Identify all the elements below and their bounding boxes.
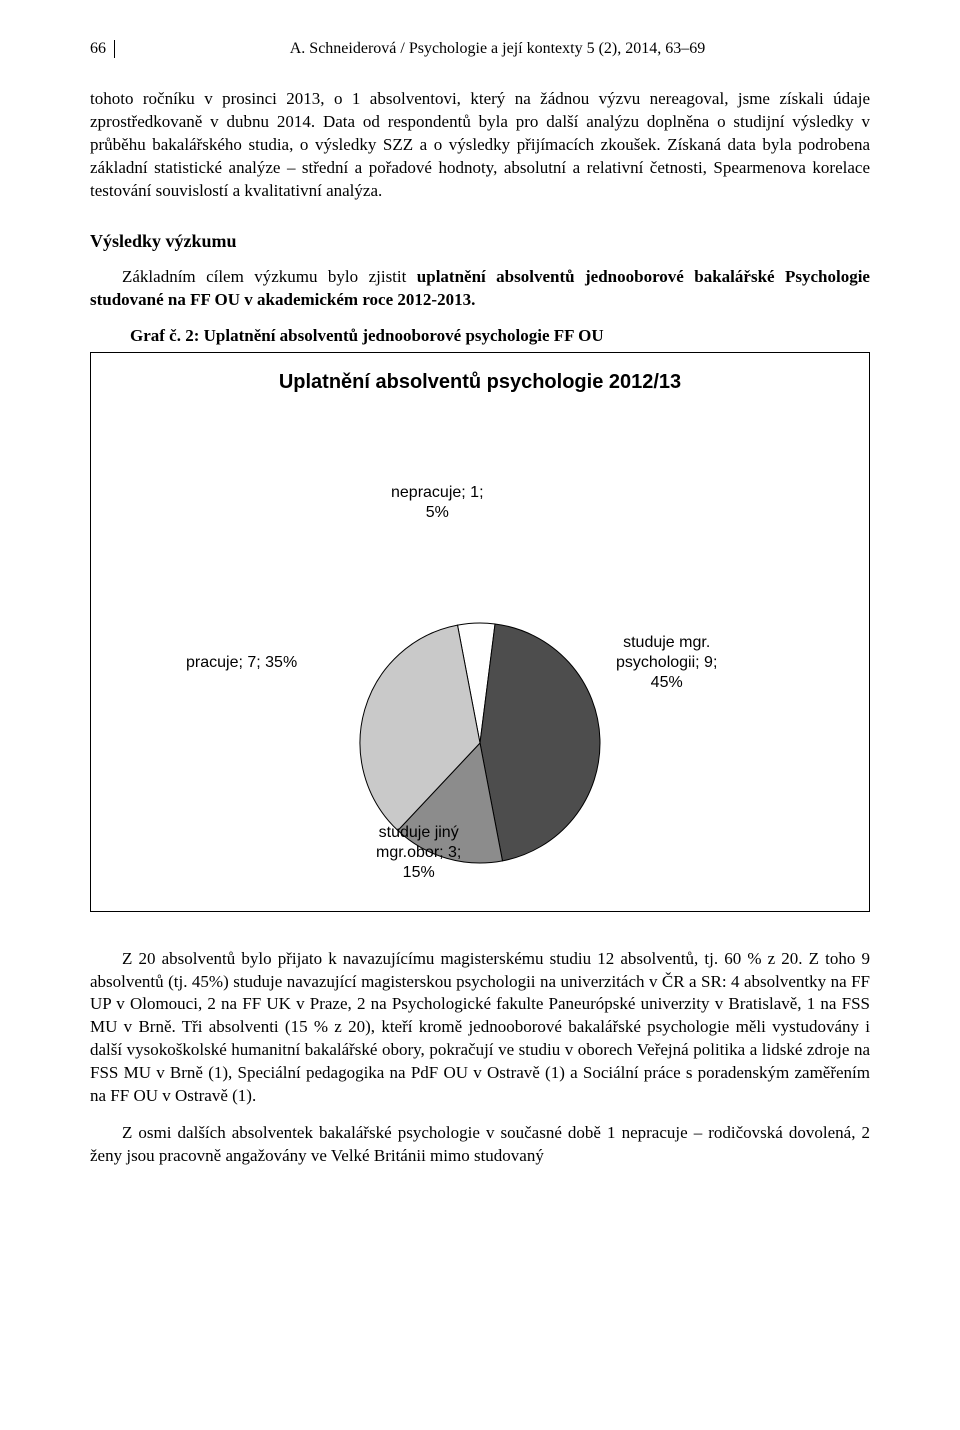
chart-caption-text: Graf č. 2: Uplatnění absolventů jednoobo… bbox=[130, 326, 604, 345]
section-heading: Výsledky výzkumu bbox=[90, 231, 870, 252]
pie-label-nepracuje-l2: 5% bbox=[426, 504, 449, 521]
pie-label-studuje-jiny-l3: 15% bbox=[403, 864, 435, 881]
paragraph-2: Základním cílem výzkumu bylo zjistit upl… bbox=[90, 266, 870, 312]
pie-label-studuje-mgr-l3: 45% bbox=[651, 674, 683, 691]
paragraph-3: Z 20 absolventů bylo přijato k navazujíc… bbox=[90, 948, 870, 1109]
chart-caption: Graf č. 2: Uplatnění absolventů jednoobo… bbox=[130, 326, 870, 346]
pie-label-studuje-mgr-l2: psychologii; 9; bbox=[616, 654, 717, 671]
paragraph-1: tohoto ročníku v prosinci 2013, o 1 abso… bbox=[90, 88, 870, 203]
page-number: 66 bbox=[90, 40, 115, 58]
pie-label-studuje-jiny: studuje jiný mgr.obor; 3; 15% bbox=[376, 823, 461, 883]
chart-container: Uplatnění absolventů psychologie 2012/13… bbox=[90, 352, 870, 912]
pie-label-studuje-mgr: studuje mgr. psychologii; 9; 45% bbox=[616, 633, 717, 693]
pie-label-studuje-jiny-l1: studuje jiný bbox=[379, 824, 459, 841]
paragraph-2-plain: Základním cílem výzkumu bylo zjistit bbox=[122, 267, 417, 286]
pie-label-pracuje: pracuje; 7; 35% bbox=[186, 653, 297, 673]
pie-slice-studuje_mgr bbox=[480, 624, 600, 861]
pie-label-pracuje-l1: pracuje; 7; 35% bbox=[186, 654, 297, 671]
pie-label-studuje-jiny-l2: mgr.obor; 3; bbox=[376, 844, 461, 861]
paragraph-4: Z osmi dalších absolventek bakalářské ps… bbox=[90, 1122, 870, 1168]
pie-label-nepracuje-l1: nepracuje; 1; bbox=[391, 484, 484, 501]
pie-label-studuje-mgr-l1: studuje mgr. bbox=[623, 634, 710, 651]
running-header: 66 A. Schneiderová / Psychologie a její … bbox=[90, 40, 870, 58]
page: 66 A. Schneiderová / Psychologie a její … bbox=[0, 0, 960, 1222]
chart-title: Uplatnění absolventů psychologie 2012/13 bbox=[111, 371, 849, 394]
pie-label-nepracuje: nepracuje; 1; 5% bbox=[391, 483, 484, 523]
running-head-title: A. Schneiderová / Psychologie a její kon… bbox=[125, 40, 870, 58]
